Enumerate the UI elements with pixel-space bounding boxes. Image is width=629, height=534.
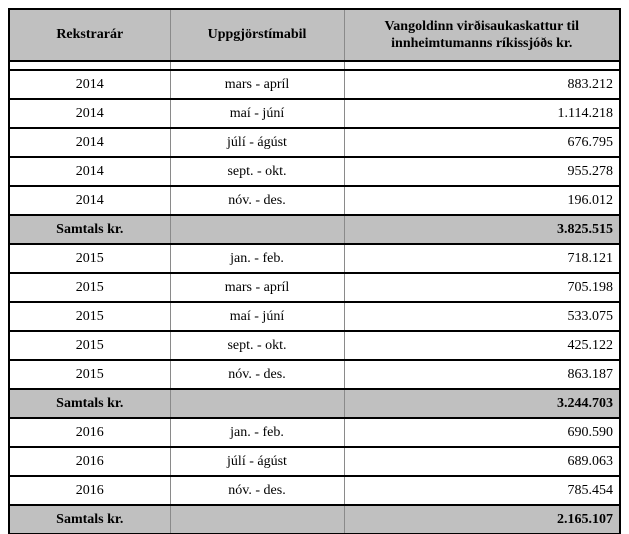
amount-cell: 883.212: [343, 69, 621, 100]
year-cell: Samtals kr.: [8, 214, 171, 245]
year-cell: 2014: [8, 98, 171, 129]
period-cell: [169, 214, 345, 245]
table-row: 2014 nóv. - des. 196.012: [8, 185, 621, 216]
period-cell: nóv. - des.: [169, 475, 345, 506]
table-row: 2016 júlí - ágúst 689.063: [8, 446, 621, 477]
col-header-period: Uppgjörstímabil: [169, 8, 345, 62]
period-cell: jan. - feb.: [169, 243, 345, 274]
col-header-amount: Vangoldinn virðisaukaskattur til innheim…: [343, 8, 621, 62]
amount-cell: 1.114.218: [343, 98, 621, 129]
period-cell: sept. - okt.: [169, 156, 345, 187]
amount-cell: 690.590: [343, 417, 621, 448]
period-cell: nóv. - des.: [169, 185, 345, 216]
amount-cell: 425.122: [343, 330, 621, 361]
table-header-row: Rekstrarár Uppgjörstímabil Vangoldinn vi…: [8, 8, 621, 62]
table-row: 2015 maí - júní 533.075: [8, 301, 621, 332]
amount-cell: 3.244.703: [343, 388, 621, 419]
period-cell: mars - apríl: [169, 69, 345, 100]
year-cell: 2016: [8, 417, 171, 448]
table-row: 2014 sept. - okt. 955.278: [8, 156, 621, 187]
amount-cell: 705.198: [343, 272, 621, 303]
period-cell: [169, 388, 345, 419]
amount-cell: 533.075: [343, 301, 621, 332]
table-row: 2014 júlí - ágúst 676.795: [8, 127, 621, 158]
year-cell: 2015: [8, 243, 171, 274]
amount-cell: 785.454: [343, 475, 621, 506]
table-row: 2014 maí - júní 1.114.218: [8, 98, 621, 129]
amount-cell: 676.795: [343, 127, 621, 158]
period-cell: júlí - ágúst: [169, 446, 345, 477]
amount-cell: 718.121: [343, 243, 621, 274]
year-cell: 2015: [8, 330, 171, 361]
spacer-cell: [169, 60, 345, 71]
spacer-cell: [343, 60, 621, 71]
table-row: 2015 nóv. - des. 863.187: [8, 359, 621, 390]
year-cell: 2014: [8, 185, 171, 216]
subtotal-row: Samtals kr. 2.165.107: [8, 504, 621, 534]
year-cell: 2015: [8, 301, 171, 332]
subtotal-row: Samtals kr. 3.825.515: [8, 214, 621, 245]
year-cell: 2015: [8, 359, 171, 390]
year-cell: 2016: [8, 446, 171, 477]
period-cell: jan. - feb.: [169, 417, 345, 448]
period-cell: mars - apríl: [169, 272, 345, 303]
year-cell: 2014: [8, 127, 171, 158]
table-row: 2015 mars - apríl 705.198: [8, 272, 621, 303]
period-cell: maí - júní: [169, 301, 345, 332]
spacer-row: [8, 60, 621, 71]
amount-cell: 955.278: [343, 156, 621, 187]
table-row: 2016 nóv. - des. 785.454: [8, 475, 621, 506]
amount-cell: 196.012: [343, 185, 621, 216]
amount-cell: 689.063: [343, 446, 621, 477]
period-cell: maí - júní: [169, 98, 345, 129]
table-row: 2014 mars - apríl 883.212: [8, 69, 621, 100]
period-cell: júlí - ágúst: [169, 127, 345, 158]
period-cell: [169, 504, 345, 534]
period-cell: nóv. - des.: [169, 359, 345, 390]
year-cell: 2014: [8, 69, 171, 100]
table-body: 2014 mars - apríl 883.212 2014 maí - júní 1.1…: [8, 60, 621, 534]
year-cell: 2014: [8, 156, 171, 187]
table-row: 2015 sept. - okt. 425.122: [8, 330, 621, 361]
col-header-year: Rekstrarár: [8, 8, 171, 62]
amount-cell: 2.165.107: [343, 504, 621, 534]
spacer-cell: [8, 60, 171, 71]
table-row: 2015 jan. - feb. 718.121: [8, 243, 621, 274]
subtotal-row: Samtals kr. 3.244.703: [8, 388, 621, 419]
amount-cell: 3.825.515: [343, 214, 621, 245]
year-cell: 2016: [8, 475, 171, 506]
amount-cell: 863.187: [343, 359, 621, 390]
table-row: 2016 jan. - feb. 690.590: [8, 417, 621, 448]
vat-arrears-table: Rekstrarár Uppgjörstímabil Vangoldinn vi…: [8, 8, 621, 534]
period-cell: sept. - okt.: [169, 330, 345, 361]
year-cell: 2015: [8, 272, 171, 303]
year-cell: Samtals kr.: [8, 388, 171, 419]
year-cell: Samtals kr.: [8, 504, 171, 534]
